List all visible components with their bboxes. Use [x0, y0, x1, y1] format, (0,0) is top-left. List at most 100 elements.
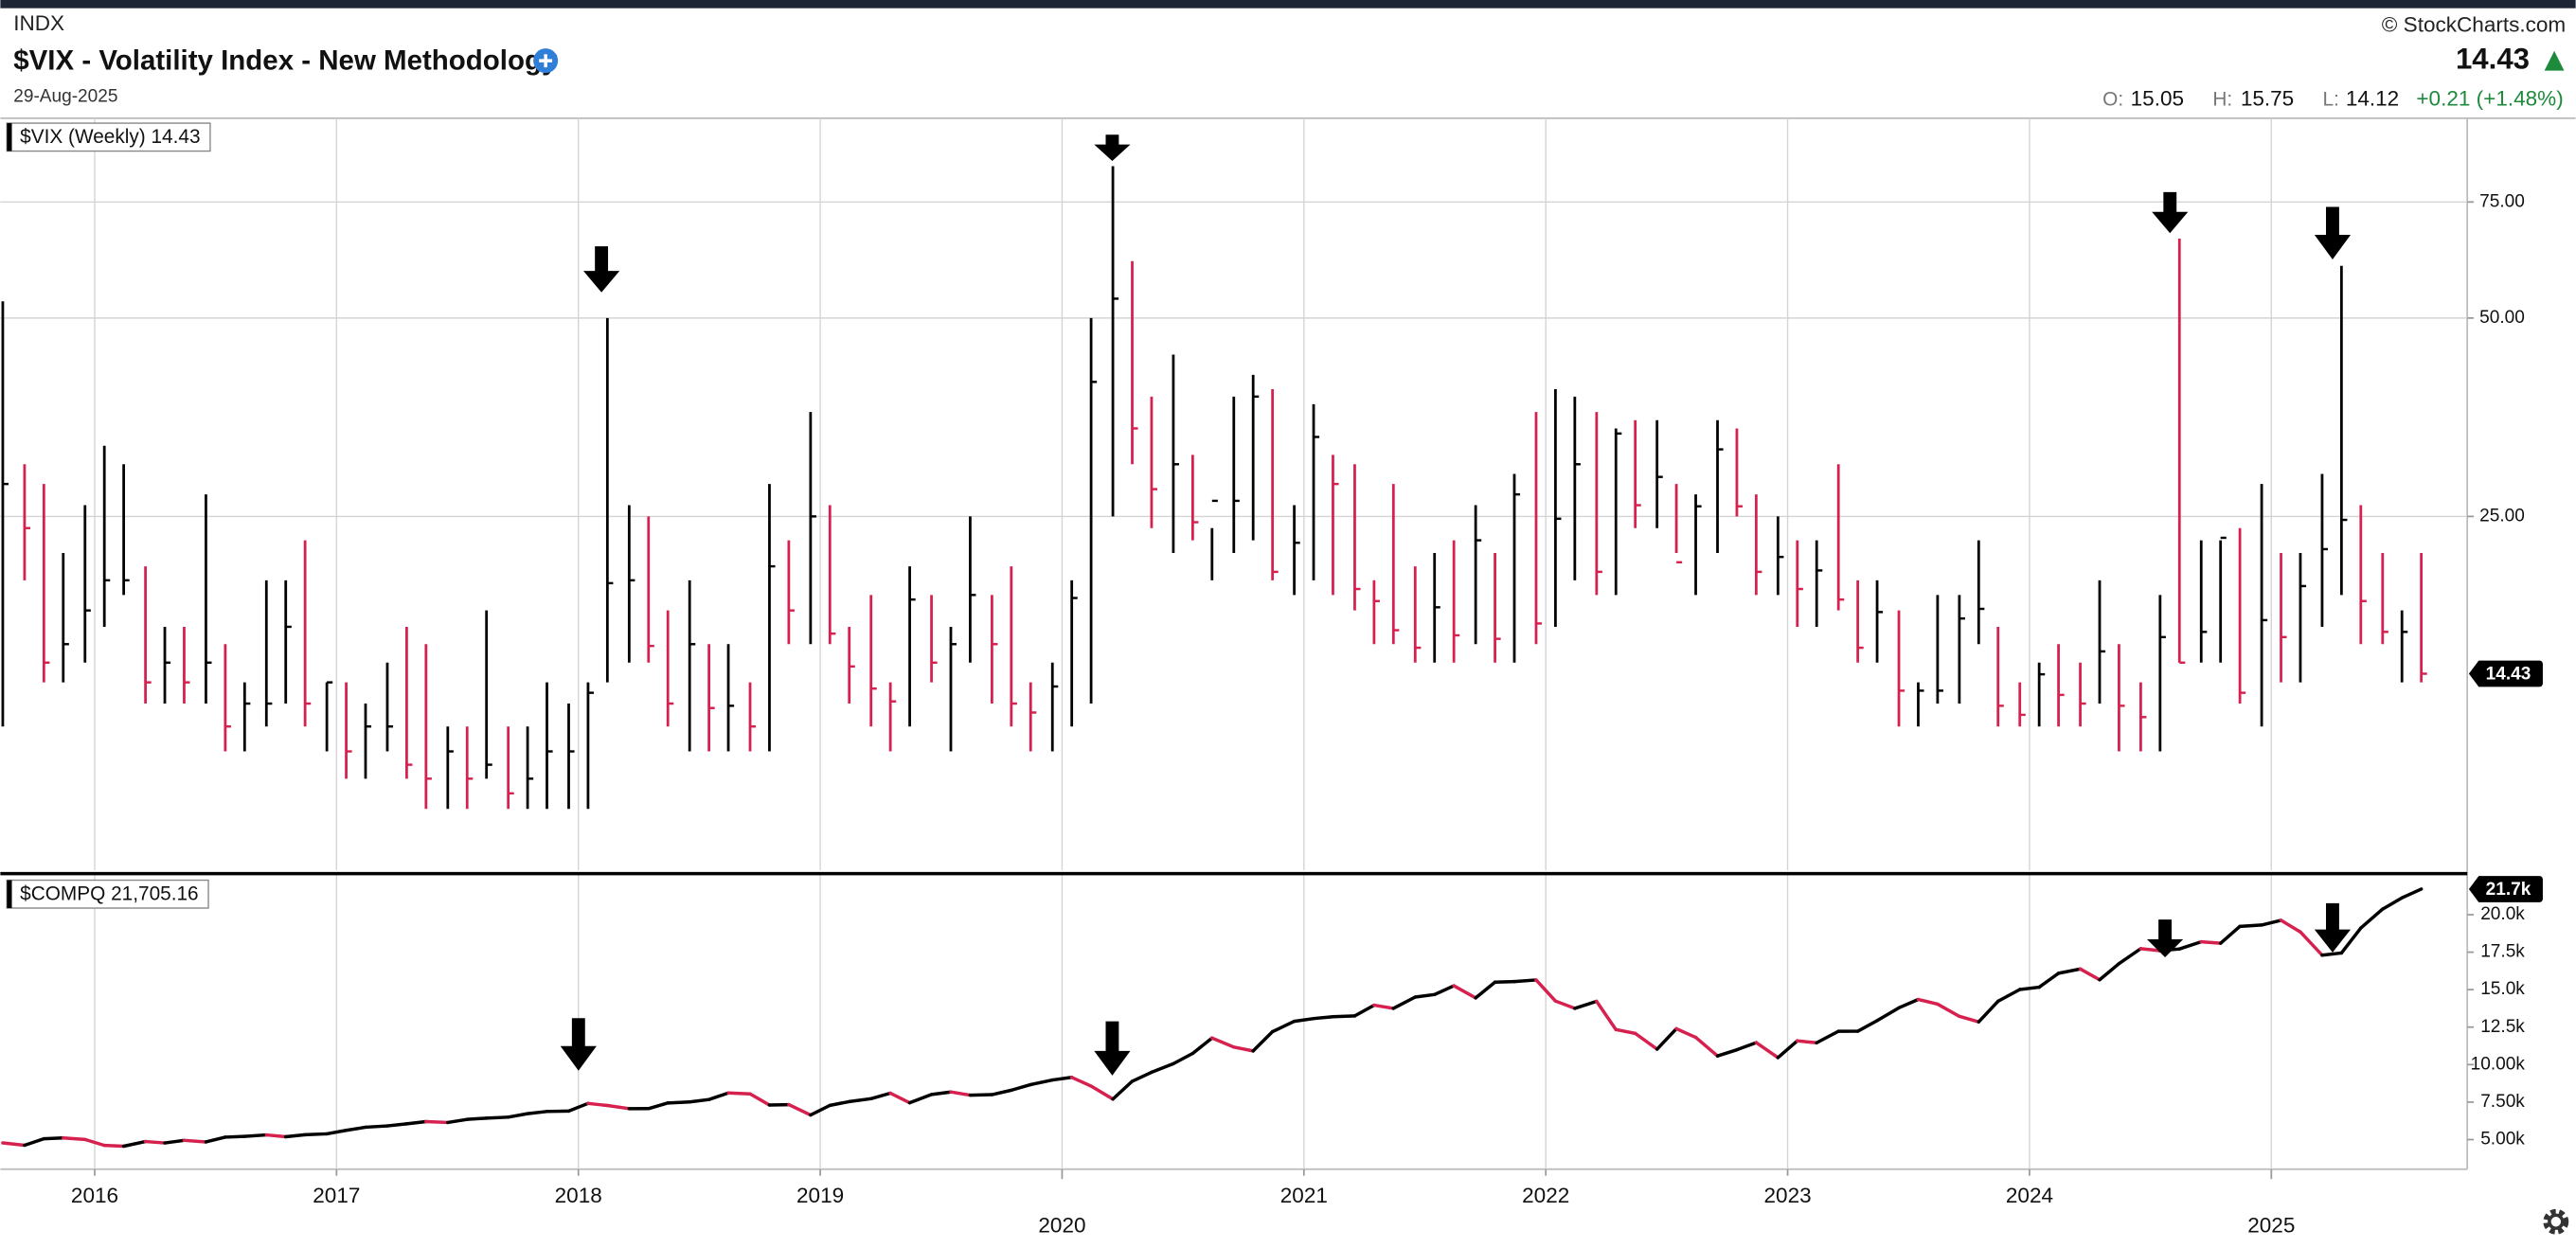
line-segment — [1352, 1003, 1376, 1018]
line-segment — [1855, 1019, 1879, 1033]
line-segment — [1210, 1036, 1236, 1049]
line-segment — [2037, 972, 2061, 989]
line-segment — [23, 1136, 46, 1148]
line-segment — [1413, 992, 1437, 999]
price-tag — [2468, 876, 2543, 902]
line-segment — [2400, 887, 2424, 900]
line-segment — [465, 1116, 489, 1121]
line-segment — [1815, 1029, 1840, 1045]
line-segment — [506, 1112, 529, 1119]
line-segment — [1452, 984, 1477, 1000]
line-segment — [688, 1097, 711, 1104]
line-segment — [2359, 907, 2385, 930]
line-segment — [1573, 999, 1599, 1010]
line-segment — [1292, 1016, 1315, 1024]
line-segment — [809, 1103, 832, 1117]
line-segment — [907, 1093, 934, 1105]
x-tick-label: 2024 — [2006, 1184, 2053, 1207]
line-segment — [2117, 947, 2143, 966]
line-segment — [42, 1136, 65, 1141]
x-tick-label: 2019 — [796, 1184, 844, 1207]
line-segment — [1010, 1082, 1032, 1093]
line-segment — [2299, 930, 2324, 957]
line-segment — [1232, 1045, 1255, 1053]
x-tick-label: 2021 — [1280, 1184, 1328, 1207]
arrows — [560, 134, 2352, 1076]
line-segment — [2320, 951, 2344, 957]
line-segment — [1050, 1076, 1074, 1082]
line-segment — [1595, 999, 1618, 1032]
y-tick-label: 12.5k — [2480, 1017, 2525, 1037]
line-segment — [1069, 1076, 1093, 1088]
line-segment — [102, 1143, 126, 1149]
line-segment — [1674, 1026, 1698, 1040]
line-segment — [1432, 984, 1456, 997]
line-segment — [666, 1100, 691, 1105]
line-segment — [303, 1132, 329, 1137]
line-segment — [1916, 997, 1940, 1007]
line-segment — [847, 1096, 873, 1104]
add-button[interactable] — [533, 48, 559, 74]
line-segment — [2078, 967, 2102, 982]
x-tick-label: 2017 — [313, 1184, 360, 1207]
line-segment — [868, 1091, 892, 1101]
line-segment — [787, 1102, 813, 1117]
line-segment — [1270, 1019, 1297, 1034]
line-segment — [404, 1119, 428, 1126]
panel-label-bar — [7, 123, 12, 152]
line-segment — [1996, 988, 2022, 1004]
panel-label: $VIX (Weekly) 14.43 — [20, 126, 200, 148]
line-segment — [968, 1093, 994, 1097]
line-segment — [1512, 978, 1538, 984]
line-segment — [2138, 947, 2162, 953]
y-tick-label: 50.00 — [2479, 308, 2525, 328]
price-tag — [2468, 660, 2543, 687]
line-segment — [484, 1115, 510, 1120]
arrow — [1094, 134, 1131, 161]
line-segment — [1331, 1014, 1357, 1019]
line-segment — [264, 1132, 288, 1139]
high-label: H: — [2212, 88, 2232, 110]
arrow — [2314, 902, 2352, 953]
line-segment — [1150, 1061, 1175, 1075]
exchange: INDX — [13, 11, 64, 35]
line-segment — [1474, 980, 1497, 1000]
line-segment — [2339, 926, 2363, 955]
line-segment — [1553, 999, 1577, 1010]
line-segment — [2260, 918, 2283, 927]
title: $VIX - Volatility Index - New Methodolog… — [13, 45, 558, 77]
line-segment — [1372, 1003, 1396, 1010]
last-price: 14.43 — [2456, 42, 2530, 75]
line-segment — [1958, 1014, 1981, 1024]
line-segment — [586, 1101, 610, 1108]
line-segment — [364, 1124, 389, 1130]
panel-label-box — [6, 879, 209, 909]
line-segment — [726, 1091, 752, 1096]
line-segment — [1614, 1027, 1637, 1036]
line-segment — [204, 1135, 227, 1144]
line-segment — [1493, 979, 1516, 985]
settings-button[interactable] — [2543, 1208, 2569, 1235]
line-segment — [1312, 1015, 1335, 1021]
up-triangle — [2544, 50, 2565, 71]
line-segment — [1130, 1070, 1154, 1083]
line-segment — [344, 1125, 367, 1132]
arrow — [1094, 1021, 1131, 1076]
low: 14.12 — [2346, 87, 2399, 111]
line-segment — [1633, 1031, 1659, 1051]
line-segment — [1251, 1029, 1275, 1053]
line-segment — [1029, 1078, 1054, 1087]
line-segment — [242, 1132, 269, 1138]
line-segment — [2098, 961, 2121, 982]
line-segment — [2177, 939, 2203, 951]
line-segment — [1754, 1041, 1780, 1060]
line-segment — [1534, 978, 1558, 1003]
y-tick-label: 20.0k — [2480, 904, 2525, 924]
line-segment — [1875, 1006, 1901, 1023]
y-tick-label: 75.00 — [2479, 191, 2525, 211]
x-tick-label: 2020 — [1038, 1213, 1085, 1237]
line-segment — [1796, 1039, 1818, 1045]
line-segment — [707, 1091, 730, 1101]
